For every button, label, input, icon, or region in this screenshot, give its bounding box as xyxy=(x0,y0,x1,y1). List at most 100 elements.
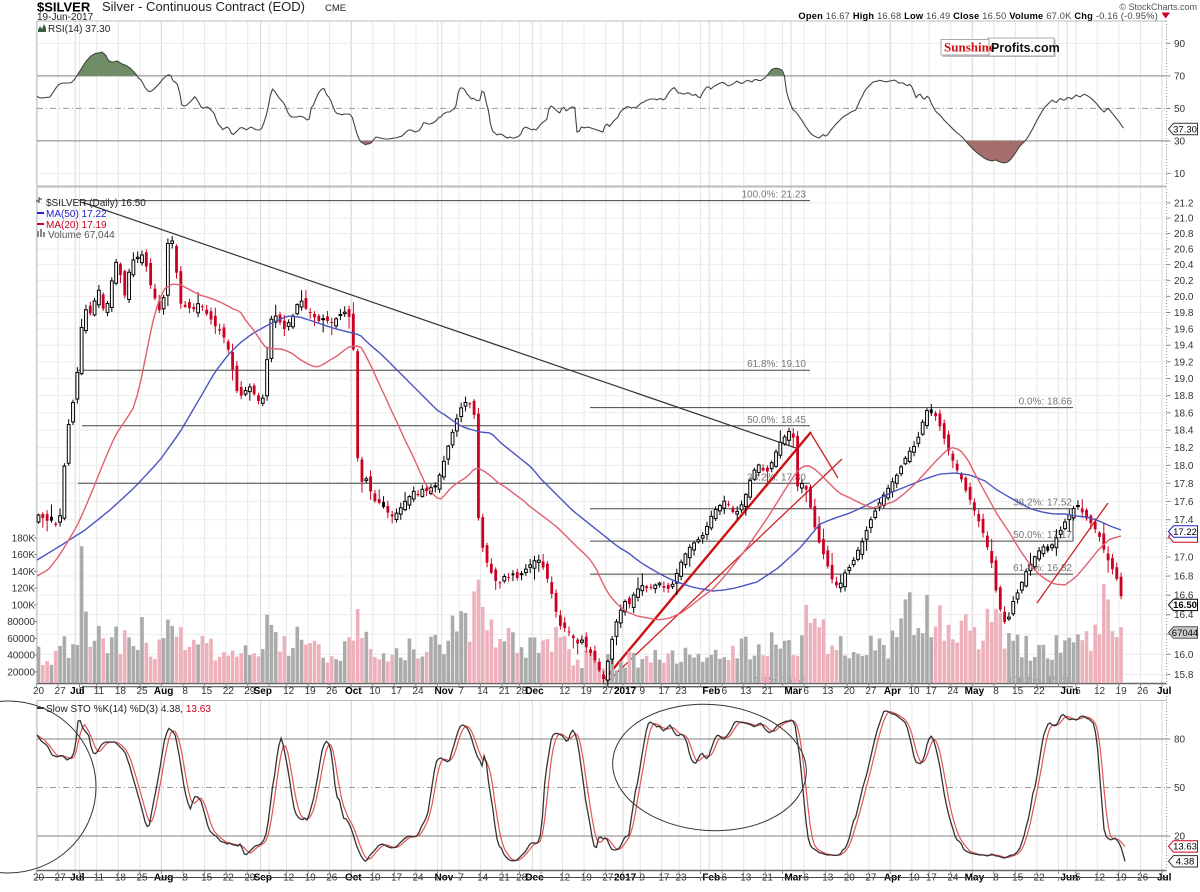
svg-text:Silver - Continuous Contract (: Silver - Continuous Contract (EOD) xyxy=(102,0,305,14)
svg-text:13: 13 xyxy=(822,686,834,697)
svg-text:22: 22 xyxy=(1034,686,1046,697)
svg-text:24: 24 xyxy=(412,686,424,697)
svg-text:16.6: 16.6 xyxy=(1174,591,1194,602)
svg-text:18: 18 xyxy=(115,686,127,697)
svg-text:14: 14 xyxy=(477,686,489,697)
svg-text:© StockCharts.com: © StockCharts.com xyxy=(1119,2,1197,12)
svg-text:22: 22 xyxy=(223,686,235,697)
svg-text:21.0: 21.0 xyxy=(1174,214,1194,225)
svg-text:180K: 180K xyxy=(12,533,36,544)
svg-text:27: 27 xyxy=(865,686,877,697)
svg-text:160K: 160K xyxy=(12,550,36,561)
svg-text:CME: CME xyxy=(325,3,346,14)
svg-text:27: 27 xyxy=(602,686,614,697)
svg-text:6: 6 xyxy=(803,686,809,697)
svg-text:10: 10 xyxy=(369,686,381,697)
svg-text:20.6: 20.6 xyxy=(1174,245,1194,256)
svg-text:Dec: Dec xyxy=(525,686,544,697)
svg-text:Sep: Sep xyxy=(254,686,272,697)
svg-text:90: 90 xyxy=(1174,39,1186,50)
svg-text:26: 26 xyxy=(326,686,338,697)
svg-text:50: 50 xyxy=(1174,104,1186,115)
svg-text:19-Jun-2017: 19-Jun-2017 xyxy=(37,12,94,23)
svg-text:11: 11 xyxy=(94,686,105,697)
svg-text:19: 19 xyxy=(1116,686,1128,697)
svg-text:20: 20 xyxy=(33,686,45,697)
svg-text:Nov: Nov xyxy=(434,686,453,697)
svg-text:8: 8 xyxy=(993,686,999,697)
svg-text:17: 17 xyxy=(658,686,670,697)
svg-text:37.30: 37.30 xyxy=(1173,124,1197,135)
svg-text:15: 15 xyxy=(201,686,213,697)
svg-text:17.4: 17.4 xyxy=(1174,515,1194,526)
svg-text:23: 23 xyxy=(676,686,688,697)
svg-text:13: 13 xyxy=(740,686,752,697)
svg-text:16.0: 16.0 xyxy=(1174,650,1194,661)
svg-text:20: 20 xyxy=(1174,832,1186,843)
svg-text:20.0: 20.0 xyxy=(1174,292,1194,303)
svg-text:20.2: 20.2 xyxy=(1174,276,1194,287)
svg-text:Aug: Aug xyxy=(154,686,173,697)
svg-text:17: 17 xyxy=(926,686,938,697)
svg-text:20.4: 20.4 xyxy=(1174,260,1194,271)
svg-text:17: 17 xyxy=(391,686,403,697)
svg-text:16.50: 16.50 xyxy=(1173,600,1197,611)
svg-text:19.6: 19.6 xyxy=(1174,324,1194,335)
svg-text:MA(20) 17.19: MA(20) 17.19 xyxy=(46,220,107,231)
svg-text:8: 8 xyxy=(182,686,188,697)
svg-text:$SILVER: $SILVER xyxy=(37,0,91,15)
svg-text:10: 10 xyxy=(1174,169,1186,180)
svg-text:18.8: 18.8 xyxy=(1174,391,1194,402)
svg-text:70: 70 xyxy=(1174,71,1186,82)
svg-text:Sunshine: Sunshine xyxy=(944,40,995,55)
svg-text:28: 28 xyxy=(516,686,528,697)
svg-text:16.4: 16.4 xyxy=(1174,610,1194,621)
svg-text:12: 12 xyxy=(559,686,571,697)
svg-text:Volume 67,044: Volume 67,044 xyxy=(48,230,115,241)
svg-text:27: 27 xyxy=(55,686,67,697)
svg-text:100K: 100K xyxy=(12,600,36,611)
svg-text:5: 5 xyxy=(1075,686,1081,697)
svg-text:Mar: Mar xyxy=(784,686,802,697)
svg-text:12: 12 xyxy=(1094,686,1106,697)
svg-text:100.0%: 21.23: 100.0%: 21.23 xyxy=(742,190,807,201)
svg-text:5: 5 xyxy=(79,686,85,697)
svg-text:Jul: Jul xyxy=(70,686,85,697)
svg-text:20.8: 20.8 xyxy=(1174,229,1194,240)
svg-text:7: 7 xyxy=(458,686,464,697)
svg-text:2017: 2017 xyxy=(614,686,637,697)
svg-text:20: 20 xyxy=(844,686,856,697)
svg-text:16.8: 16.8 xyxy=(1174,572,1194,583)
svg-text:12: 12 xyxy=(283,686,295,697)
svg-text:17.8: 17.8 xyxy=(1174,479,1194,490)
svg-text:19.2: 19.2 xyxy=(1174,357,1194,368)
svg-text:Slow STO %K(14) %D(3) 4.38, 13: Slow STO %K(14) %D(3) 4.38, 13.63 xyxy=(46,704,211,715)
svg-text:29: 29 xyxy=(244,686,256,697)
svg-text:$SILVER (Daily) 16.50: $SILVER (Daily) 16.50 xyxy=(46,198,146,209)
svg-text:38.2%: 17.52: 38.2%: 17.52 xyxy=(1013,498,1072,509)
svg-text:26: 26 xyxy=(1137,686,1149,697)
svg-text:21: 21 xyxy=(499,686,511,697)
svg-text:Feb: Feb xyxy=(702,686,720,697)
svg-text:9: 9 xyxy=(640,686,646,697)
svg-text:61.8%: 19.10: 61.8%: 19.10 xyxy=(747,359,806,370)
svg-text:18.2: 18.2 xyxy=(1174,443,1194,454)
svg-text:May: May xyxy=(965,686,985,697)
svg-text:50.0%: 18.45: 50.0%: 18.45 xyxy=(747,415,806,426)
svg-text:0.0%: 18.66: 0.0%: 18.66 xyxy=(1019,397,1073,408)
svg-text:Jul: Jul xyxy=(1157,686,1172,697)
svg-text:50.0%: 17.17: 50.0%: 17.17 xyxy=(1013,530,1072,541)
svg-text:19: 19 xyxy=(305,686,317,697)
svg-text:17.22: 17.22 xyxy=(1173,527,1197,538)
svg-text:MA(50) 17.22: MA(50) 17.22 xyxy=(46,209,107,220)
svg-text:140K: 140K xyxy=(12,567,36,578)
svg-text:30: 30 xyxy=(1174,136,1186,147)
svg-text:19: 19 xyxy=(581,686,593,697)
svg-text:13.63: 13.63 xyxy=(1173,842,1197,853)
svg-text:19.4: 19.4 xyxy=(1174,341,1194,352)
svg-text:Apr: Apr xyxy=(884,686,901,697)
svg-text:Open 16.67 High 16.68 Low 16.4: Open 16.67 High 16.68 Low 16.49 Close 16… xyxy=(798,11,1158,21)
svg-text:38.2%: 17.80: 38.2%: 17.80 xyxy=(747,472,806,483)
svg-text:17.6: 17.6 xyxy=(1174,497,1194,508)
svg-text:80: 80 xyxy=(1174,735,1186,746)
